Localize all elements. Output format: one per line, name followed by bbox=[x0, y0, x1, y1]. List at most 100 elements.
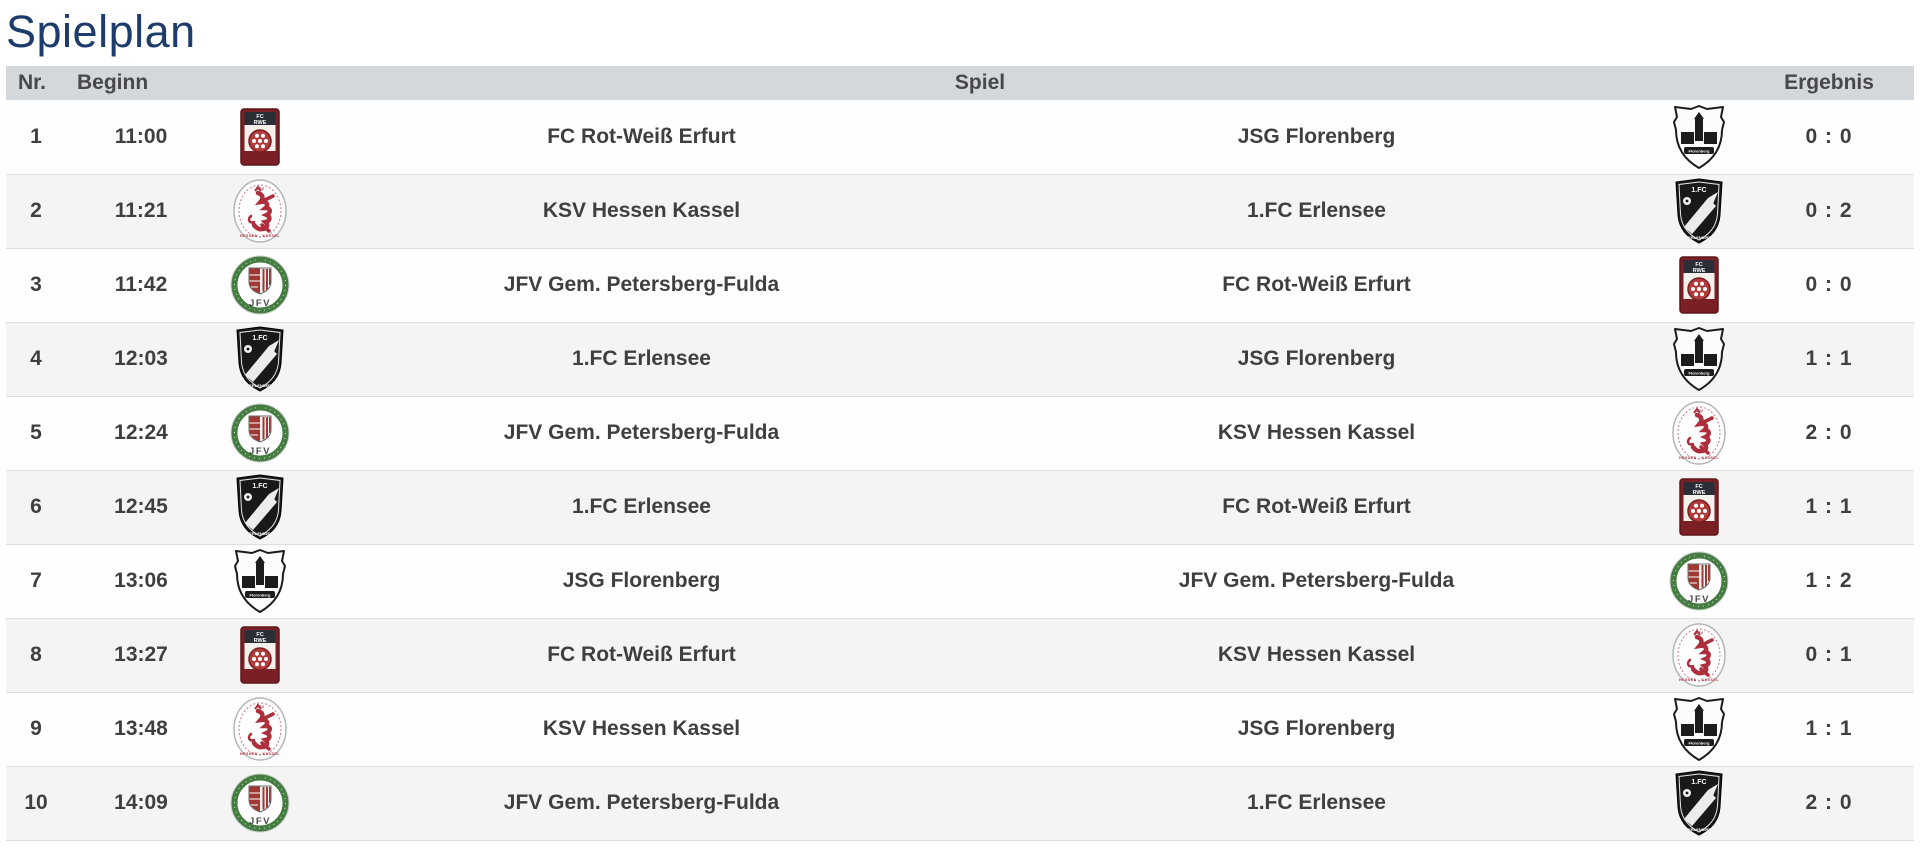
match-score: 0 : 0 bbox=[1805, 124, 1853, 148]
match-score: 0 : 0 bbox=[1805, 273, 1853, 296]
svg-text:RWE: RWE bbox=[1693, 268, 1706, 274]
match-row[interactable]: 9 13:48 KSV HESSEN - KASSEL KSV Hessen K… bbox=[6, 691, 1914, 766]
home-team-name: FC Rot-Weiß Erfurt bbox=[547, 124, 736, 148]
away-logo-cell: Florenberg bbox=[1654, 696, 1744, 762]
match-score: 1 : 2 bbox=[1805, 569, 1853, 592]
svg-text:1.FC: 1.FC bbox=[252, 483, 267, 490]
match-score: 0 : 2 bbox=[1805, 199, 1853, 222]
match-row[interactable]: 1 11:00 FC RWE FC Rot-Weiß Erfurt JSG Fl… bbox=[6, 99, 1914, 174]
match-score: 1 : 1 bbox=[1805, 717, 1853, 740]
svg-text:RWE: RWE bbox=[1693, 490, 1706, 496]
away-logo-cell: Florenberg bbox=[1654, 104, 1744, 170]
svg-text:JFV: JFV bbox=[249, 446, 271, 457]
match-time: 12:24 bbox=[114, 421, 168, 444]
home-team-name: JFV Gem. Petersberg-Fulda bbox=[503, 791, 780, 814]
jfv-petersberg-fulda-logo: JFV bbox=[1669, 551, 1729, 611]
home-team-name: JSG Florenberg bbox=[562, 569, 721, 592]
rwe-logo: FC RWE bbox=[240, 107, 280, 166]
match-time: 11:00 bbox=[114, 124, 168, 148]
match-row[interactable]: 8 13:27 FC RWE FC Rot-Weiß Erfurt KSV He… bbox=[6, 617, 1914, 692]
match-time: 11:21 bbox=[114, 199, 168, 222]
match-time: 14:09 bbox=[114, 791, 168, 814]
away-team-name: KSV Hessen Kassel bbox=[1217, 643, 1416, 666]
away-team-name: FC Rot-Weiß Erfurt bbox=[1222, 273, 1411, 296]
erlensee-logo: 1.FC ERLENSEE bbox=[1672, 769, 1726, 837]
match-row[interactable]: 5 12:24 JFV JFV Gem. Petersberg-Fulda KS… bbox=[6, 395, 1914, 470]
match-time: 12:45 bbox=[114, 495, 168, 518]
match-number: 9 bbox=[30, 717, 42, 740]
away-logo-cell: JFV bbox=[1654, 551, 1744, 611]
erlensee-logo: 1.FC ERLENSEE bbox=[233, 473, 287, 541]
away-logo-cell: 1.FC ERLENSEE bbox=[1654, 769, 1744, 837]
away-team-name: 1.FC Erlensee bbox=[1247, 791, 1386, 814]
header-nr: Nr. bbox=[18, 70, 47, 94]
svg-text:RWE: RWE bbox=[254, 638, 267, 644]
match-time: 13:48 bbox=[114, 717, 168, 740]
home-logo-cell: JFV bbox=[216, 773, 304, 833]
away-team-name: JSG Florenberg bbox=[1237, 717, 1396, 740]
home-logo-cell: JFV bbox=[216, 403, 304, 463]
match-row[interactable]: 7 13:06 Florenberg JSG Florenberg JFV Ge… bbox=[6, 543, 1914, 618]
home-logo-cell: FC RWE bbox=[216, 626, 304, 684]
svg-text:Florenberg: Florenberg bbox=[1689, 741, 1710, 746]
svg-text:1.FC: 1.FC bbox=[1691, 779, 1706, 786]
home-logo-cell: Florenberg bbox=[216, 548, 304, 614]
away-logo-cell: 1.FC ERLENSEE bbox=[1654, 177, 1744, 245]
erlensee-logo: 1.FC ERLENSEE bbox=[233, 325, 287, 393]
match-score: 1 : 1 bbox=[1805, 347, 1853, 370]
match-row[interactable]: 6 12:45 1.FC ERLENSEE 1.FC Erlensee FC R… bbox=[6, 469, 1914, 544]
home-logo-cell: 1.FC ERLENSEE bbox=[216, 325, 304, 393]
away-team-name: JSG Florenberg bbox=[1237, 347, 1396, 370]
jfv-petersberg-fulda-logo: JFV bbox=[230, 403, 290, 463]
home-team-name: JFV Gem. Petersberg-Fulda bbox=[503, 273, 780, 296]
match-number: 7 bbox=[30, 569, 42, 592]
match-row[interactable]: 2 11:21 KSV HESSEN - KASSEL KSV Hessen K… bbox=[6, 173, 1914, 248]
match-time: 13:27 bbox=[114, 643, 168, 666]
table-body: 1 11:00 FC RWE FC Rot-Weiß Erfurt JSG Fl… bbox=[6, 99, 1914, 841]
home-team-name: 1.FC Erlensee bbox=[572, 495, 711, 518]
svg-text:HESSEN - KASSEL: HESSEN - KASSEL bbox=[240, 752, 280, 756]
match-row[interactable]: 3 11:42 JFV JFV Gem. Petersberg-Fulda FC… bbox=[6, 247, 1914, 322]
home-team-name: 1.FC Erlensee bbox=[572, 347, 711, 370]
jfv-petersberg-fulda-logo: JFV bbox=[230, 773, 290, 833]
svg-text:HESSEN - KASSEL: HESSEN - KASSEL bbox=[240, 234, 280, 238]
home-team-name: FC Rot-Weiß Erfurt bbox=[547, 643, 736, 666]
header-ergebnis: Ergebnis bbox=[1784, 70, 1874, 94]
away-logo-cell: FC RWE bbox=[1654, 256, 1744, 314]
svg-text:FC: FC bbox=[1695, 484, 1702, 490]
match-number: 5 bbox=[30, 421, 42, 444]
svg-text:ERLENSEE: ERLENSEE bbox=[1688, 827, 1710, 832]
home-logo-cell: 1.FC ERLENSEE bbox=[216, 473, 304, 541]
svg-text:FC: FC bbox=[256, 114, 263, 120]
match-time: 11:42 bbox=[114, 273, 168, 296]
home-logo-cell: KSV HESSEN - KASSEL bbox=[216, 178, 304, 244]
rwe-logo: FC RWE bbox=[240, 626, 280, 684]
match-row[interactable]: 4 12:03 1.FC ERLENSEE 1.FC Erlensee JSG … bbox=[6, 321, 1914, 396]
away-team-name: JSG Florenberg bbox=[1237, 124, 1396, 148]
away-logo-cell: FC RWE bbox=[1654, 478, 1744, 536]
match-number: 6 bbox=[30, 495, 42, 518]
home-team-name: KSV Hessen Kassel bbox=[542, 199, 741, 222]
match-row[interactable]: 10 14:09 JFV JFV Gem. Petersberg-Fulda 1… bbox=[6, 765, 1914, 840]
match-time: 13:06 bbox=[114, 569, 168, 592]
svg-text:FC: FC bbox=[256, 632, 263, 638]
svg-text:JFV: JFV bbox=[1688, 594, 1710, 605]
match-score: 2 : 0 bbox=[1805, 791, 1853, 814]
schedule-table: Nr. Beginn Spiel Ergebnis 1 11:00 FC RWE… bbox=[6, 65, 1914, 841]
header-beginn: Beginn bbox=[77, 70, 149, 94]
match-number: 3 bbox=[30, 273, 42, 296]
florenberg-logo: Florenberg bbox=[1671, 696, 1727, 762]
svg-text:JFV: JFV bbox=[249, 816, 271, 827]
table-header: Nr. Beginn Spiel Ergebnis bbox=[6, 65, 1914, 100]
match-number: 8 bbox=[30, 643, 42, 666]
svg-text:HESSEN - KASSEL: HESSEN - KASSEL bbox=[1679, 678, 1719, 682]
away-team-name: 1.FC Erlensee bbox=[1247, 199, 1386, 222]
erlensee-logo: 1.FC ERLENSEE bbox=[1672, 177, 1726, 245]
svg-text:RWE: RWE bbox=[254, 120, 267, 126]
florenberg-logo: Florenberg bbox=[1671, 104, 1727, 170]
svg-text:HESSEN - KASSEL: HESSEN - KASSEL bbox=[1679, 456, 1719, 460]
svg-text:ERLENSEE: ERLENSEE bbox=[1688, 235, 1710, 240]
svg-text:Florenberg: Florenberg bbox=[1689, 148, 1710, 153]
match-number: 2 bbox=[30, 199, 42, 222]
